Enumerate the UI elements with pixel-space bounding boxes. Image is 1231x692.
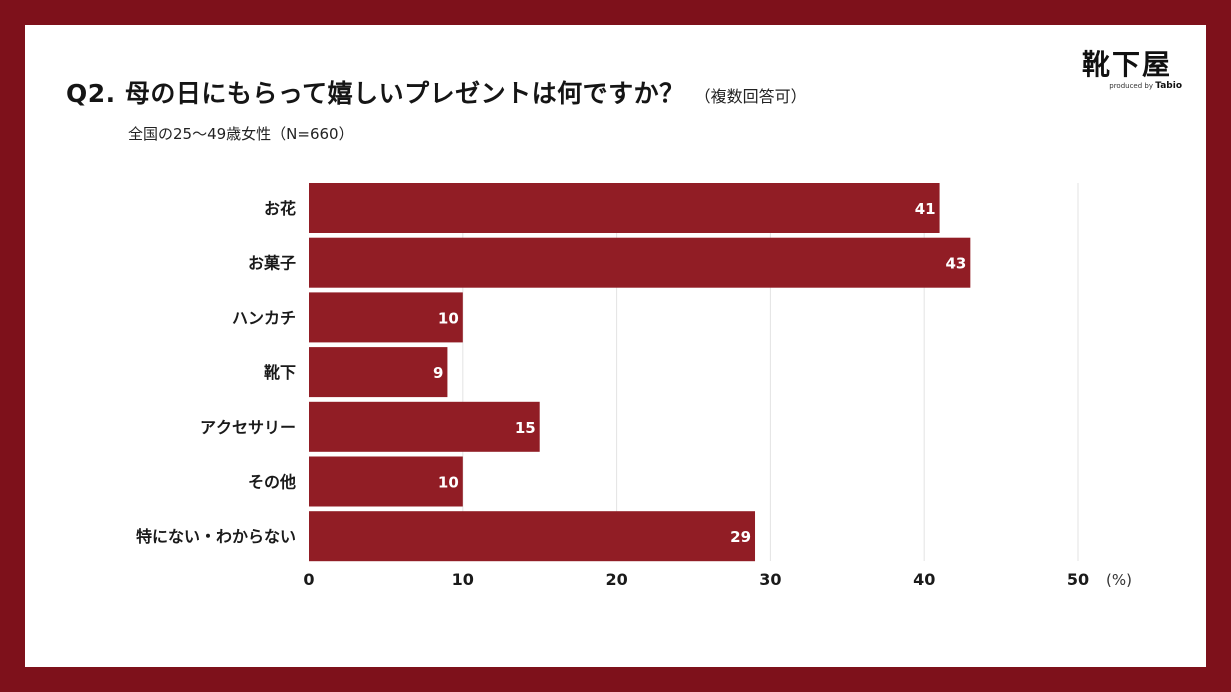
title-note: （複数回答可） [694, 87, 807, 106]
x-axis-unit: (%) [1106, 571, 1132, 589]
category-label: お菓子 [248, 254, 296, 273]
bar [309, 347, 448, 398]
title-text: Q2. 母の日にもらって嬉しいプレゼントは何ですか？ [66, 79, 685, 108]
bar [309, 183, 940, 233]
bar [309, 401, 540, 452]
logo-tagline: produced by Tabio [1082, 81, 1182, 91]
category-label: お花 [264, 199, 296, 218]
x-tick-label: 50 [1067, 570, 1089, 589]
category-label: 特にない・わからない [136, 527, 296, 546]
category-label: ハンカチ [232, 308, 296, 327]
bar [309, 292, 463, 343]
chart-subtitle: 全国の25～49歳女性（N=660） [128, 125, 354, 143]
bar [309, 456, 463, 507]
data-label: 41 [915, 200, 936, 218]
x-tick-label: 10 [452, 570, 474, 589]
logo-brand: Tabio [1155, 81, 1182, 91]
data-label: 29 [730, 528, 751, 546]
bar [309, 237, 971, 288]
logo-name: 靴下屋 [1082, 48, 1173, 81]
x-tick-label: 0 [303, 570, 314, 589]
data-label: 9 [433, 364, 443, 382]
chart-title: Q2. 母の日にもらって嬉しいプレゼントは何ですか？ （複数回答可） [66, 74, 807, 110]
logo-produced-by: produced by [1109, 82, 1153, 90]
category-label: その他 [248, 473, 296, 492]
x-tick-label: 40 [913, 570, 935, 589]
x-tick-label: 30 [759, 570, 781, 589]
data-label: 15 [515, 419, 536, 437]
data-label: 10 [438, 474, 459, 492]
data-label: 43 [945, 255, 966, 273]
bar [309, 511, 756, 562]
x-tick-label: 20 [605, 570, 627, 589]
brand-logo: 靴下屋 produced by Tabio [1082, 48, 1192, 92]
category-label: 靴下 [264, 363, 296, 382]
category-label: アクセサリー [200, 418, 296, 437]
data-label: 10 [438, 309, 459, 327]
